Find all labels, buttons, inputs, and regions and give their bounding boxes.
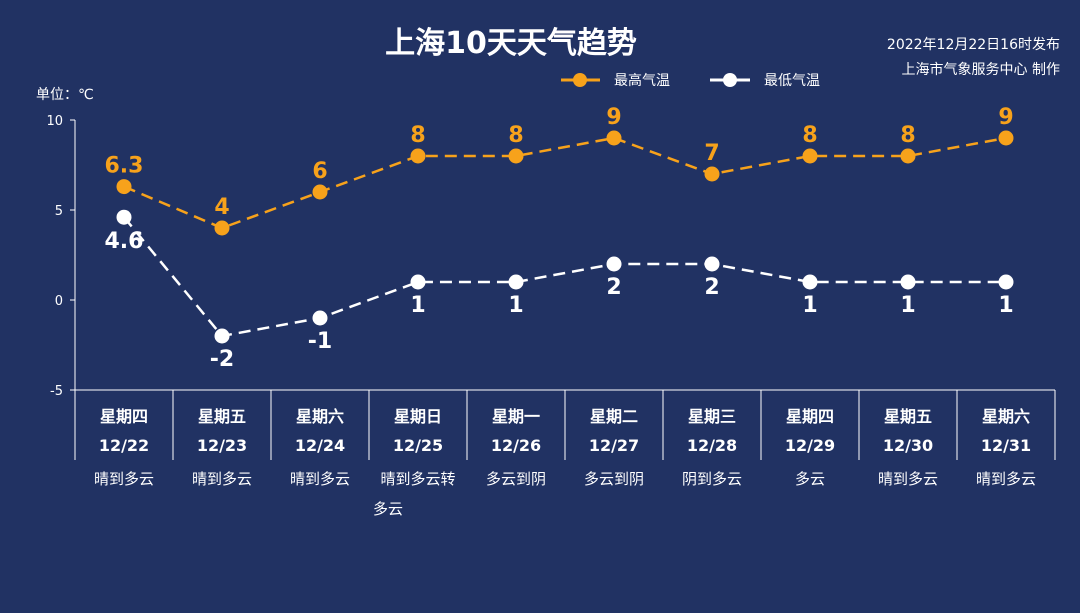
series-high-data-label: 8 bbox=[508, 123, 523, 148]
series-high-point bbox=[998, 130, 1014, 146]
y-axis-unit: 单位：℃ bbox=[36, 87, 94, 103]
series-high-data-label: 4 bbox=[214, 195, 229, 220]
series-high-data-label: 9 bbox=[998, 105, 1013, 130]
series-low-data-label: 1 bbox=[802, 293, 817, 318]
date-label: 12/23 bbox=[197, 436, 247, 455]
weather-label: 多云到阴 bbox=[584, 470, 644, 488]
series-high-point bbox=[508, 148, 524, 164]
legend-high-marker bbox=[573, 73, 587, 87]
date-label: 12/28 bbox=[687, 436, 737, 455]
date-label: 12/30 bbox=[883, 436, 933, 455]
series-high-data-label: 8 bbox=[900, 123, 915, 148]
legend: 最高气温 最低气温 bbox=[561, 72, 820, 89]
series-low-point bbox=[410, 274, 426, 290]
series-high-data-label: 8 bbox=[410, 123, 425, 148]
date-label: 12/29 bbox=[785, 436, 835, 455]
series-high: 6.3 4 6 8 8 9 7 8 8 9 bbox=[105, 105, 1014, 236]
series: 6.3 4 6 8 8 9 7 8 8 9 4.6 -2 -1 1 1 2 2 1 1 1 bbox=[105, 105, 1014, 372]
day-label: 星期二 bbox=[590, 407, 638, 426]
y-tick-label: 5 bbox=[55, 204, 63, 219]
series-low-data-label: 1 bbox=[410, 293, 425, 318]
series-low-point bbox=[606, 256, 622, 272]
legend-low: 最低气温 bbox=[710, 73, 820, 89]
weather-label: 晴到多云 bbox=[878, 470, 938, 488]
y-tick-label: 0 bbox=[55, 294, 63, 309]
series-low-point bbox=[704, 256, 720, 272]
series-high-point bbox=[606, 130, 622, 146]
series-high-line bbox=[123, 136, 1007, 230]
series-high-data-label: 9 bbox=[606, 105, 621, 130]
series-low-data-label: 2 bbox=[606, 275, 621, 300]
series-high-point bbox=[312, 184, 328, 200]
date-label: 12/22 bbox=[99, 436, 149, 455]
publish-time: 2022年12月22日16时发布 bbox=[887, 37, 1060, 53]
weather-label: 多云 bbox=[373, 500, 403, 518]
series-low-data-label: 1 bbox=[900, 293, 915, 318]
series-low-data-label: -1 bbox=[308, 329, 332, 354]
series-high-point bbox=[214, 220, 230, 236]
weather-label: 晴到多云转 bbox=[380, 470, 455, 488]
series-high-point bbox=[802, 148, 818, 164]
series-high-point bbox=[410, 148, 426, 164]
weather-label: 晴到多云 bbox=[976, 470, 1036, 488]
series-low: 4.6 -2 -1 1 1 2 2 1 1 1 bbox=[105, 209, 1014, 372]
series-high-point bbox=[704, 166, 720, 182]
legend-low-label: 最低气温 bbox=[764, 73, 820, 89]
day-label: 星期五 bbox=[884, 407, 932, 426]
series-high-data-label: 6.3 bbox=[105, 154, 144, 179]
series-low-line bbox=[123, 216, 1006, 338]
weather-label: 多云 bbox=[795, 470, 825, 488]
axes: 10 5 0 -5 bbox=[46, 114, 1056, 460]
series-low-data-label: 2 bbox=[704, 275, 719, 300]
y-tick-label: 10 bbox=[46, 114, 63, 129]
series-high-point bbox=[900, 148, 916, 164]
weather-label: 晴到多云 bbox=[94, 470, 154, 488]
series-high-data-label: 6 bbox=[312, 159, 327, 184]
date-label: 12/25 bbox=[393, 436, 443, 455]
date-label: 12/24 bbox=[295, 436, 345, 455]
series-low-data-label: -2 bbox=[210, 347, 234, 372]
day-label: 星期六 bbox=[296, 407, 344, 426]
day-label: 星期四 bbox=[100, 407, 148, 426]
day-label: 星期四 bbox=[786, 407, 834, 426]
series-low-point bbox=[116, 209, 132, 225]
date-label: 12/27 bbox=[589, 436, 639, 455]
series-high-data-label: 7 bbox=[704, 141, 719, 166]
day-label: 星期三 bbox=[688, 407, 736, 426]
y-tick-label: -5 bbox=[50, 384, 63, 399]
weather-label: 晴到多云 bbox=[192, 470, 252, 488]
series-low-point bbox=[312, 310, 328, 326]
series-high-data-label: 8 bbox=[802, 123, 817, 148]
series-high-point bbox=[116, 179, 132, 195]
series-low-point bbox=[998, 274, 1014, 290]
legend-high: 最高气温 bbox=[561, 72, 670, 89]
weather-label: 晴到多云 bbox=[290, 470, 350, 488]
weather-label: 多云到阴 bbox=[486, 470, 546, 488]
day-label: 星期五 bbox=[198, 407, 246, 426]
series-low-data-label: 1 bbox=[508, 293, 523, 318]
legend-low-marker bbox=[723, 73, 737, 87]
x-axis-labels: 星期四 12/22 晴到多云 星期五 12/23 晴到多云 星期六 12/24 晴到多云 星期日 1… bbox=[94, 407, 1036, 518]
chart-title: 上海10天天气趋势 bbox=[385, 26, 637, 61]
series-low-point bbox=[508, 274, 524, 290]
day-label: 星期一 bbox=[492, 407, 540, 426]
weather-label: 阴到多云 bbox=[682, 470, 742, 488]
series-low-data-label: 1 bbox=[998, 293, 1013, 318]
day-label: 星期六 bbox=[982, 407, 1030, 426]
legend-high-label: 最高气温 bbox=[614, 72, 670, 89]
date-label: 12/31 bbox=[981, 436, 1031, 455]
series-low-data-label: 4.6 bbox=[105, 229, 144, 254]
series-low-point bbox=[900, 274, 916, 290]
series-low-point bbox=[802, 274, 818, 290]
publisher: 上海市气象服务中心 制作 bbox=[902, 61, 1060, 78]
day-label: 星期日 bbox=[394, 407, 442, 426]
series-low-point bbox=[214, 328, 230, 344]
date-label: 12/26 bbox=[491, 436, 541, 455]
